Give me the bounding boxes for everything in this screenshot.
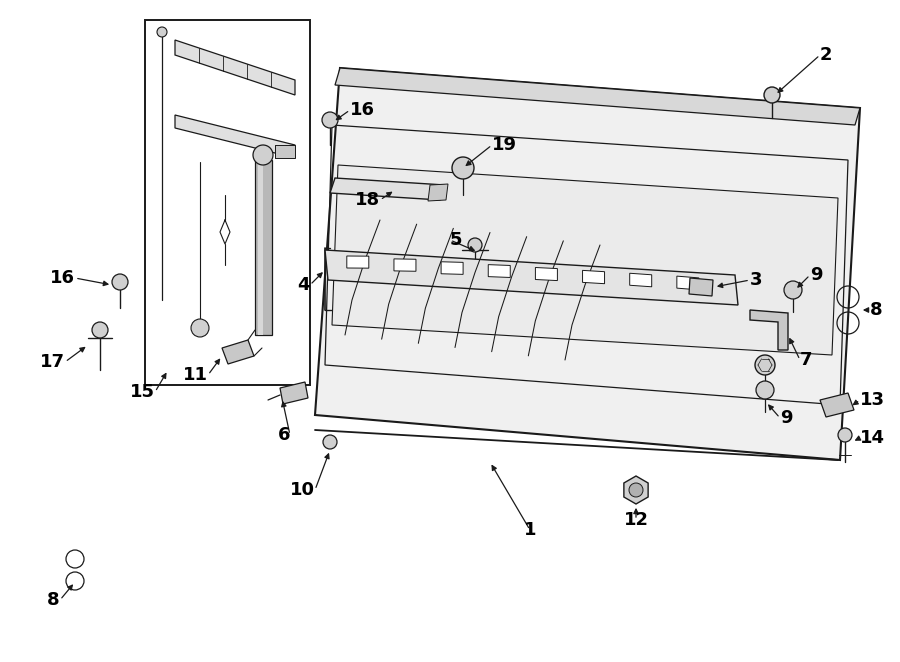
Text: 6: 6	[277, 426, 290, 444]
Text: 3: 3	[750, 271, 762, 289]
Circle shape	[764, 87, 780, 103]
Text: 17: 17	[40, 353, 65, 371]
Polygon shape	[280, 382, 308, 404]
Polygon shape	[441, 261, 464, 274]
Polygon shape	[145, 20, 310, 385]
Text: 5: 5	[450, 231, 463, 249]
Circle shape	[157, 27, 167, 37]
Text: 2: 2	[820, 46, 832, 64]
Circle shape	[629, 483, 643, 497]
Polygon shape	[258, 160, 263, 335]
Polygon shape	[325, 250, 738, 305]
Text: 9: 9	[810, 266, 823, 284]
Polygon shape	[332, 165, 838, 355]
Circle shape	[323, 435, 337, 449]
Polygon shape	[175, 115, 295, 158]
Circle shape	[784, 281, 802, 299]
Text: 19: 19	[492, 136, 517, 154]
Text: 8: 8	[870, 301, 883, 319]
Polygon shape	[335, 68, 860, 125]
Polygon shape	[624, 476, 648, 504]
Text: 7: 7	[800, 351, 813, 369]
Text: 15: 15	[130, 383, 155, 401]
Text: 8: 8	[48, 591, 60, 609]
Polygon shape	[255, 160, 272, 335]
Circle shape	[756, 381, 774, 399]
Polygon shape	[820, 393, 854, 417]
Text: 18: 18	[355, 191, 380, 209]
Text: 16: 16	[50, 269, 75, 287]
Circle shape	[112, 274, 128, 290]
Circle shape	[191, 319, 209, 337]
Polygon shape	[750, 310, 788, 350]
Polygon shape	[394, 259, 416, 271]
Text: 11: 11	[183, 366, 208, 384]
Text: 13: 13	[860, 391, 885, 409]
Circle shape	[452, 157, 474, 179]
Circle shape	[253, 145, 273, 165]
Text: 14: 14	[860, 429, 885, 447]
Text: 12: 12	[624, 511, 649, 529]
Polygon shape	[536, 267, 557, 281]
Polygon shape	[222, 340, 254, 364]
Polygon shape	[689, 278, 713, 296]
Text: 16: 16	[350, 101, 375, 119]
Circle shape	[322, 112, 338, 128]
Text: 1: 1	[524, 521, 536, 539]
Text: 9: 9	[780, 409, 793, 427]
Polygon shape	[346, 256, 369, 268]
Circle shape	[838, 428, 852, 442]
Polygon shape	[677, 276, 699, 290]
Polygon shape	[630, 273, 652, 287]
Polygon shape	[330, 178, 445, 200]
Polygon shape	[315, 68, 860, 460]
Polygon shape	[175, 40, 295, 95]
Circle shape	[468, 238, 482, 252]
Text: 10: 10	[290, 481, 315, 499]
Polygon shape	[582, 270, 605, 284]
Polygon shape	[275, 145, 295, 158]
Polygon shape	[428, 184, 448, 201]
Text: 4: 4	[298, 276, 310, 294]
Circle shape	[92, 322, 108, 338]
Circle shape	[755, 355, 775, 375]
Polygon shape	[488, 265, 510, 277]
